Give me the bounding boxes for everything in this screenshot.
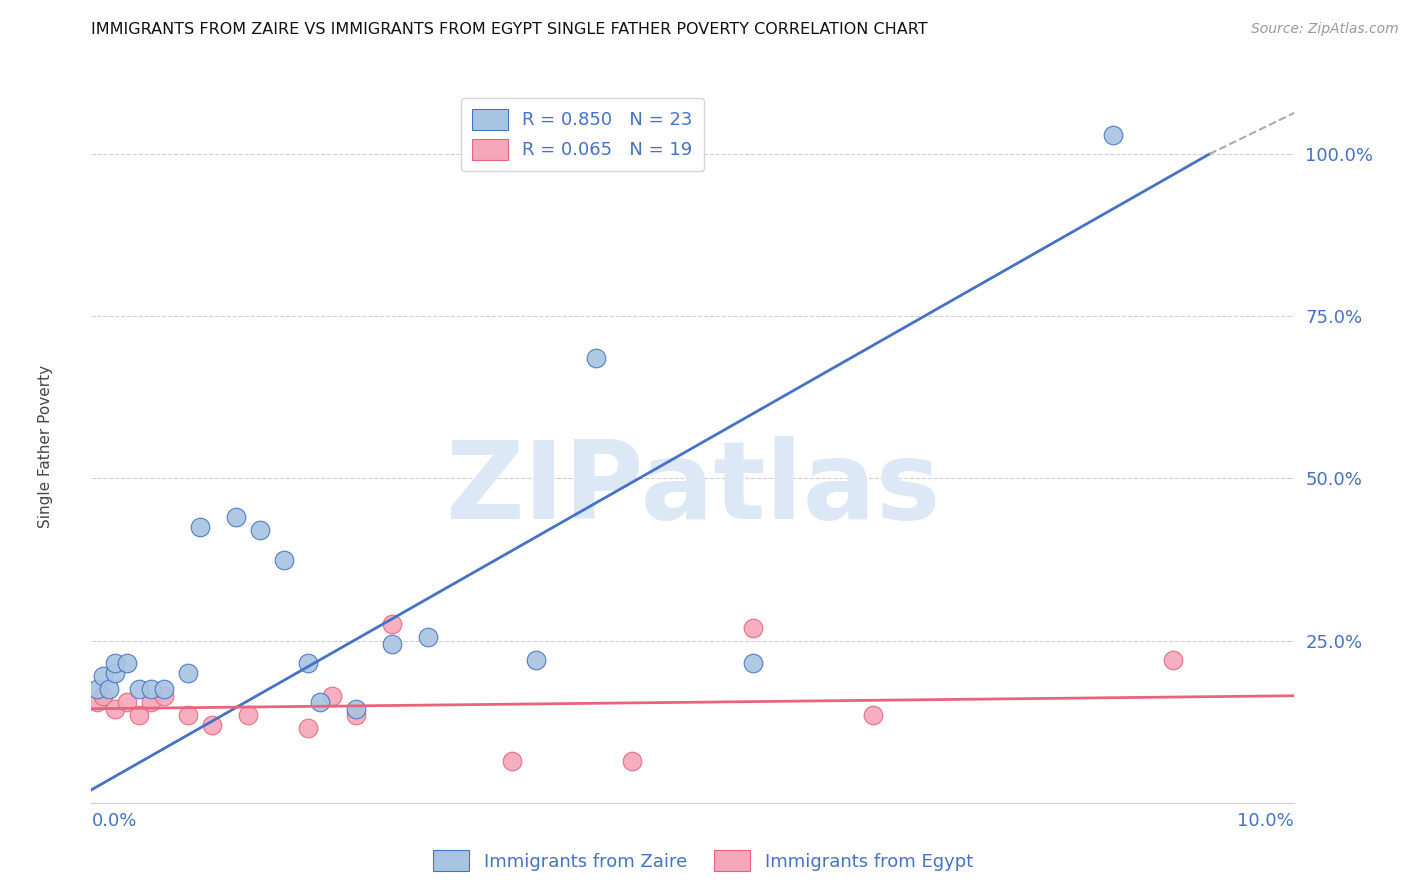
Text: 0.0%: 0.0% [91, 812, 136, 830]
Point [117, 695, 139, 709]
Point [741, 657, 763, 671]
Text: IMMIGRANTS FROM ZAIRE VS IMMIGRANTS FROM EGYPT SINGLE FATHER POVERTY CORRELATION: IMMIGRANTS FROM ZAIRE VS IMMIGRANTS FROM… [91, 22, 928, 37]
Point [152, 689, 174, 703]
Point [225, 510, 247, 524]
Point [585, 351, 607, 366]
Point [308, 695, 330, 709]
Point [188, 520, 211, 534]
Point [1161, 653, 1184, 667]
Point [128, 682, 150, 697]
Point [1102, 128, 1125, 142]
Point [273, 552, 295, 566]
Point [141, 695, 163, 709]
Text: ZIPatlas: ZIPatlas [444, 436, 941, 541]
Point [201, 718, 224, 732]
Point [117, 657, 139, 671]
Point [86, 695, 108, 709]
Point [344, 702, 367, 716]
Point [621, 754, 644, 768]
Text: 10.0%: 10.0% [1237, 812, 1294, 830]
Point [98, 682, 121, 697]
Point [381, 637, 404, 651]
Point [152, 682, 174, 697]
Point [128, 708, 150, 723]
Point [344, 708, 367, 723]
Point [321, 689, 343, 703]
Point [741, 621, 763, 635]
Point [141, 682, 163, 697]
Point [236, 708, 259, 723]
Text: Single Father Poverty: Single Father Poverty [38, 365, 53, 527]
Point [862, 708, 884, 723]
Legend: R = 0.850   N = 23, R = 0.065   N = 19: R = 0.850 N = 23, R = 0.065 N = 19 [461, 98, 703, 170]
Point [524, 653, 547, 667]
Point [297, 721, 319, 735]
Point [249, 524, 271, 538]
Point [176, 666, 198, 681]
Point [416, 631, 439, 645]
Point [176, 708, 198, 723]
Point [93, 669, 115, 683]
Point [381, 617, 404, 632]
Point [104, 702, 127, 716]
Point [104, 657, 127, 671]
Point [297, 657, 319, 671]
Point [104, 666, 127, 681]
Point [93, 689, 115, 703]
Point [501, 754, 523, 768]
Point [86, 682, 108, 697]
Text: Source: ZipAtlas.com: Source: ZipAtlas.com [1251, 22, 1399, 37]
Legend: Immigrants from Zaire, Immigrants from Egypt: Immigrants from Zaire, Immigrants from E… [426, 843, 980, 879]
